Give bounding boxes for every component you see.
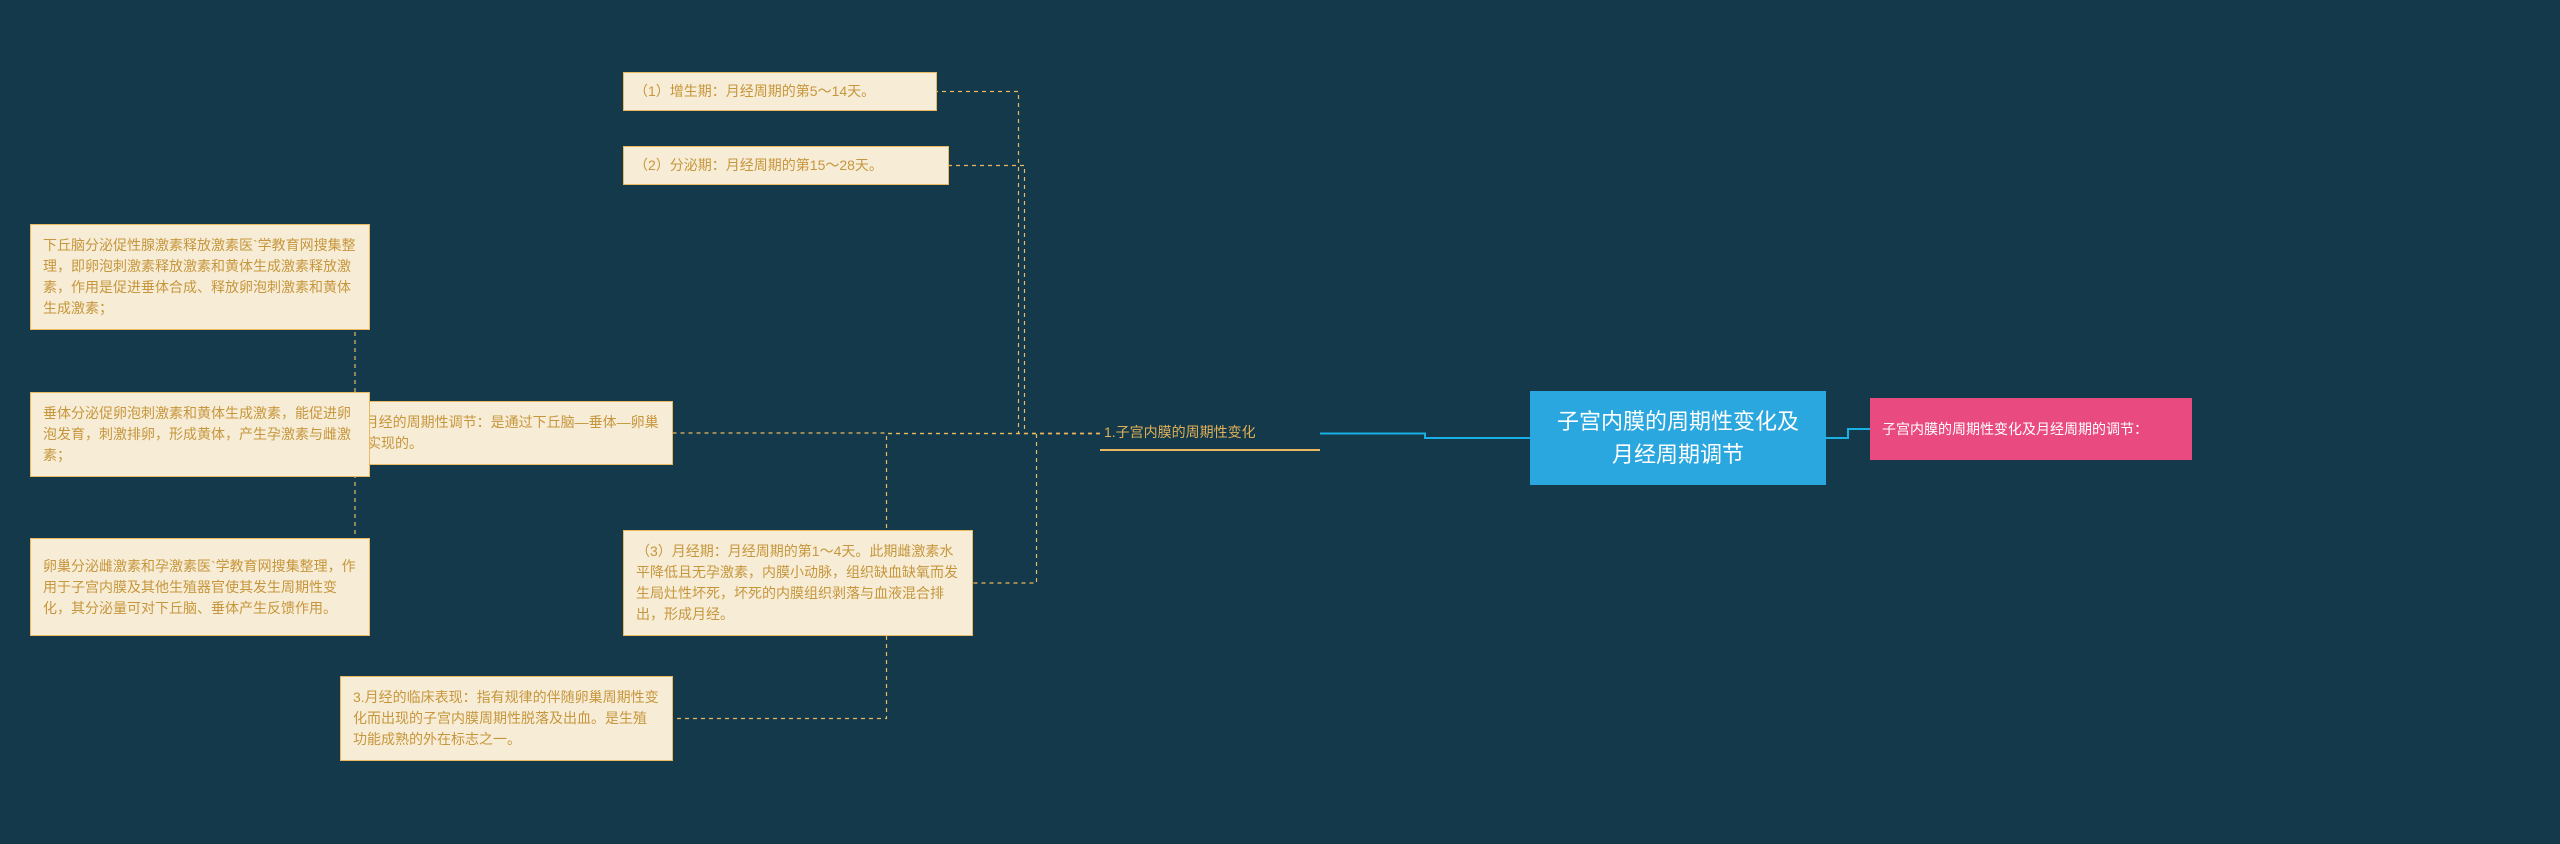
- node-1-proliferative: （1）增生期：月经周期的第5～14天。: [623, 72, 937, 111]
- node-2-ovary: 卵巢分泌雌激素和孕激素医`学教育网搜集整理，作用于子宫内膜及其他生殖器官使其发生…: [30, 538, 370, 636]
- node-section-2: 2.月经的周期性调节：是通过下丘脑—垂体—卵巢轴实现的。: [340, 401, 673, 465]
- connector: [937, 92, 1100, 434]
- node-label: 3.月经的临床表现：指有规律的伴随卵巢周期性变化而出现的子宫内膜周期性脱落及出血…: [353, 687, 660, 750]
- node-label: 2.月经的周期性调节：是通过下丘脑—垂体—卵巢轴实现的。: [353, 412, 660, 454]
- connector: [1826, 429, 1870, 438]
- node-section-1: 1.子宫内膜的周期性变化: [1100, 416, 1320, 451]
- node-1-secretory: （2）分泌期：月经周期的第15～28天。: [623, 146, 949, 185]
- node-label: （1）增生期：月经周期的第5～14天。: [634, 81, 875, 102]
- connector: [673, 433, 1100, 434]
- node-section-3: 3.月经的临床表现：指有规律的伴随卵巢周期性变化而出现的子宫内膜周期性脱落及出血…: [340, 676, 673, 761]
- node-right-summary: 子宫内膜的周期性变化及月经周期的调节：: [1870, 398, 2192, 460]
- connector: [949, 166, 1100, 434]
- node-2-pituitary: 垂体分泌促卵泡刺激素和黄体生成激素，能促进卵泡发育，刺激排卵，形成黄体，产生孕激…: [30, 392, 370, 477]
- node-label: （2）分泌期：月经周期的第15～28天。: [634, 155, 883, 176]
- node-1-menstrual: （3）月经期：月经周期的第1～4天。此期雌激素水平降低且无孕激素，内膜小动脉，组…: [623, 530, 973, 636]
- node-label: （3）月经期：月经周期的第1～4天。此期雌激素水平降低且无孕激素，内膜小动脉，组…: [636, 541, 960, 625]
- root-node: 子宫内膜的周期性变化及月经周期调节: [1530, 391, 1826, 485]
- connector: [973, 434, 1100, 584]
- node-label: 1.子宫内膜的周期性变化: [1104, 422, 1256, 443]
- node-2-hypothalamus: 下丘脑分泌促性腺激素释放激素医`学教育网搜集整理，即卵泡刺激素释放激素和黄体生成…: [30, 224, 370, 330]
- connector: [1320, 434, 1530, 439]
- node-label: 下丘脑分泌促性腺激素释放激素医`学教育网搜集整理，即卵泡刺激素释放激素和黄体生成…: [43, 235, 357, 319]
- node-label: 子宫内膜的周期性变化及月经周期的调节：: [1882, 419, 2148, 440]
- root-label: 子宫内膜的周期性变化及月经周期调节: [1550, 405, 1806, 471]
- node-label: 垂体分泌促卵泡刺激素和黄体生成激素，能促进卵泡发育，刺激排卵，形成黄体，产生孕激…: [43, 403, 357, 466]
- node-label: 卵巢分泌雌激素和孕激素医`学教育网搜集整理，作用于子宫内膜及其他生殖器官使其发生…: [43, 556, 357, 619]
